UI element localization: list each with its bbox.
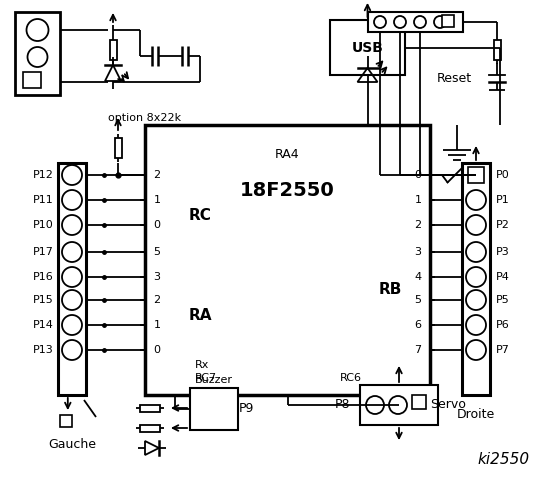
Circle shape <box>366 396 384 414</box>
Bar <box>145 125 430 395</box>
Text: RC6: RC6 <box>340 373 362 383</box>
Bar <box>360 385 438 425</box>
Bar <box>60 415 72 427</box>
Bar <box>493 40 500 60</box>
Text: Buzzer: Buzzer <box>195 375 233 385</box>
Text: 2: 2 <box>153 170 160 180</box>
Circle shape <box>466 215 486 235</box>
Circle shape <box>466 290 486 310</box>
Circle shape <box>62 190 82 210</box>
Text: 3: 3 <box>154 272 160 282</box>
Text: P9: P9 <box>238 403 254 416</box>
Circle shape <box>466 267 486 287</box>
Circle shape <box>374 16 386 28</box>
Circle shape <box>62 242 82 262</box>
Text: P3: P3 <box>496 247 510 257</box>
Circle shape <box>466 190 486 210</box>
Text: ki2550: ki2550 <box>478 453 530 468</box>
Circle shape <box>62 315 82 335</box>
Text: P13: P13 <box>33 345 54 355</box>
Text: P8: P8 <box>334 398 349 411</box>
Text: 1: 1 <box>415 195 421 205</box>
Text: RC7: RC7 <box>195 373 217 383</box>
Text: 0: 0 <box>415 170 421 180</box>
Bar <box>330 20 405 75</box>
Text: 3: 3 <box>415 247 421 257</box>
Text: 4: 4 <box>414 272 421 282</box>
Text: RA: RA <box>188 308 212 323</box>
Text: P5: P5 <box>496 295 510 305</box>
Text: 6: 6 <box>415 320 421 330</box>
Text: P7: P7 <box>496 345 510 355</box>
Bar <box>140 424 160 432</box>
Text: P16: P16 <box>33 272 54 282</box>
Bar <box>109 40 117 60</box>
Bar <box>114 138 122 158</box>
Circle shape <box>466 315 486 335</box>
Bar <box>442 15 454 27</box>
Text: Gauche: Gauche <box>48 439 96 452</box>
Text: 5: 5 <box>154 247 160 257</box>
Text: P12: P12 <box>33 170 54 180</box>
Text: 1: 1 <box>154 195 160 205</box>
Text: 18F2550: 18F2550 <box>240 180 335 200</box>
Bar <box>412 395 426 409</box>
Text: RC: RC <box>189 207 211 223</box>
Text: 2: 2 <box>153 295 160 305</box>
Text: P10: P10 <box>33 220 54 230</box>
Circle shape <box>414 16 426 28</box>
Circle shape <box>466 242 486 262</box>
Circle shape <box>62 215 82 235</box>
Circle shape <box>62 290 82 310</box>
Text: Droite: Droite <box>457 408 495 421</box>
Bar <box>15 12 60 95</box>
Text: Reset: Reset <box>437 72 472 84</box>
Circle shape <box>28 47 48 67</box>
Circle shape <box>466 340 486 360</box>
Text: 0: 0 <box>154 345 160 355</box>
Bar <box>190 388 238 430</box>
Text: 5: 5 <box>415 295 421 305</box>
Text: 1: 1 <box>154 320 160 330</box>
Text: 0: 0 <box>154 220 160 230</box>
Text: P17: P17 <box>33 247 54 257</box>
Bar <box>462 163 490 395</box>
Text: P2: P2 <box>496 220 510 230</box>
Text: Servo: Servo <box>430 398 466 411</box>
Circle shape <box>389 396 407 414</box>
Bar <box>23 72 41 88</box>
Text: P0: P0 <box>496 170 510 180</box>
Circle shape <box>434 16 446 28</box>
Text: 2: 2 <box>414 220 421 230</box>
Text: P6: P6 <box>496 320 510 330</box>
Circle shape <box>27 19 49 41</box>
Text: P14: P14 <box>33 320 54 330</box>
Text: RA4: RA4 <box>275 148 300 161</box>
Text: P15: P15 <box>33 295 54 305</box>
Circle shape <box>62 165 82 185</box>
Text: P4: P4 <box>496 272 510 282</box>
Text: option 8x22k: option 8x22k <box>108 113 181 123</box>
Bar <box>368 12 463 32</box>
Text: P1: P1 <box>496 195 510 205</box>
Circle shape <box>62 267 82 287</box>
Circle shape <box>62 340 82 360</box>
Bar <box>58 163 86 395</box>
Bar <box>140 405 160 411</box>
Text: Rx: Rx <box>195 360 210 370</box>
Text: 7: 7 <box>414 345 421 355</box>
Bar <box>468 167 484 183</box>
Text: RB: RB <box>378 283 401 298</box>
Text: USB: USB <box>352 40 383 55</box>
Circle shape <box>394 16 406 28</box>
Text: P11: P11 <box>33 195 54 205</box>
